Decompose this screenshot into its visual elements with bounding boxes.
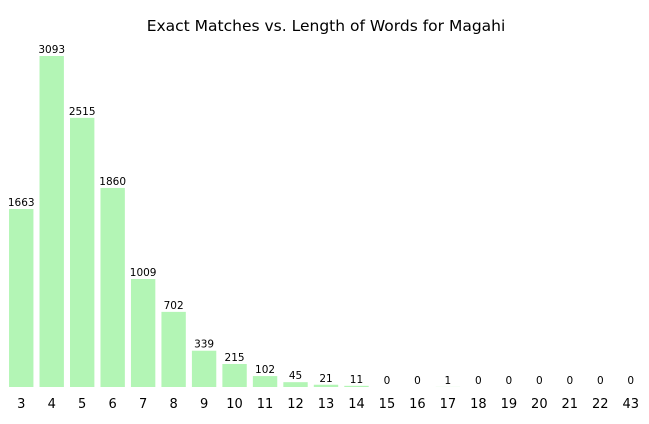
data-label-14: 11	[350, 374, 363, 386]
bar-6	[100, 187, 125, 387]
bar-8	[161, 311, 186, 387]
bar-5	[70, 117, 95, 388]
x-tick-43: 43	[622, 397, 639, 412]
data-label-6: 1860	[99, 176, 126, 188]
data-label-8: 702	[164, 300, 184, 312]
data-label-16: 0	[414, 375, 421, 387]
bar-13	[313, 384, 339, 387]
x-tick-6: 6	[109, 397, 117, 412]
data-label-10: 215	[225, 352, 245, 364]
bars	[9, 56, 461, 388]
bar-10	[222, 363, 247, 387]
data-label-3: 1663	[8, 197, 35, 209]
data-label-20: 0	[536, 375, 543, 387]
bar-4	[39, 56, 64, 387]
data-label-19: 0	[506, 375, 513, 387]
data-label-15: 0	[384, 375, 391, 387]
bar-11	[252, 376, 278, 387]
x-tick-17: 17	[440, 397, 457, 412]
x-tick-13: 13	[318, 397, 335, 412]
data-label-18: 0	[475, 375, 482, 387]
x-tick-21: 21	[562, 397, 579, 412]
x-tick-10: 10	[226, 397, 243, 412]
chart-title: Exact Matches vs. Length of Words for Ma…	[147, 17, 506, 35]
x-tick-14: 14	[348, 397, 365, 412]
data-label-12: 45	[289, 370, 302, 382]
x-tick-11: 11	[257, 397, 274, 412]
x-tick-5: 5	[78, 397, 86, 412]
data-label-43: 0	[627, 375, 634, 387]
x-tick-12: 12	[287, 397, 304, 412]
x-tick-7: 7	[139, 397, 147, 412]
data-label-13: 21	[319, 373, 332, 385]
data-label-17: 1	[445, 375, 452, 387]
x-tick-19: 19	[501, 397, 518, 412]
x-tick-20: 20	[531, 397, 548, 412]
x-tick-8: 8	[169, 397, 177, 412]
bar-3	[9, 209, 34, 387]
x-tick-15: 15	[379, 397, 396, 412]
data-label-5: 2515	[69, 106, 96, 118]
x-tick-9: 9	[200, 397, 208, 412]
x-tick-4: 4	[48, 397, 56, 412]
x-axis-tick-labels: 3 4 5 6 7 8 9 10 11 12 13 14 15 16 17 18 19 20 21 22 43	[17, 397, 639, 412]
data-label-9: 339	[194, 339, 214, 351]
bar-14	[344, 385, 369, 387]
data-label-4: 3093	[38, 44, 65, 56]
data-label-11: 102	[255, 364, 275, 376]
data-label-22: 0	[597, 375, 604, 387]
bar-12	[283, 382, 308, 387]
x-tick-3: 3	[17, 397, 25, 412]
data-label-21: 0	[566, 375, 573, 387]
x-tick-22: 22	[592, 397, 609, 412]
data-label-7: 1009	[130, 267, 157, 279]
data-labels: 1663 3093 2515 1860 1009 702 339 215 102 45 21 11 0 0…	[8, 44, 634, 387]
bar-7	[130, 279, 156, 387]
x-tick-18: 18	[470, 397, 487, 412]
bar-9	[191, 350, 217, 387]
x-tick-16: 16	[409, 397, 426, 412]
